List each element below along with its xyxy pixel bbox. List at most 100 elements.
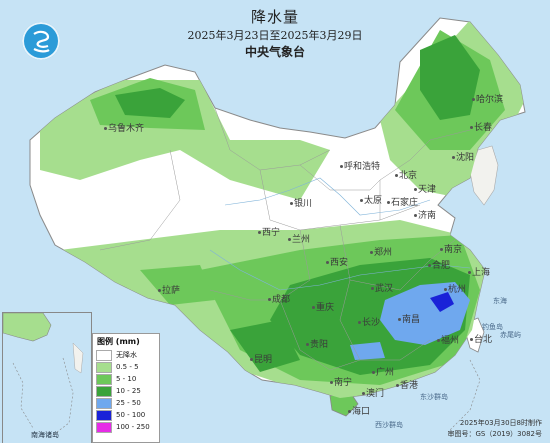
city-dot-icon: [330, 381, 333, 384]
city-dot-icon: [437, 339, 440, 342]
legend-item: 25 - 50: [93, 397, 159, 409]
city-taiyuan: 太原: [360, 193, 382, 206]
city-shijiazhuang: 石家庄: [387, 195, 418, 208]
city-dot-icon: [387, 201, 390, 204]
sea-label-dongsha: 东沙群岛: [420, 393, 448, 401]
legend-label: 0.5 - 5: [116, 363, 139, 371]
legend-label: 5 - 10: [116, 375, 137, 383]
city-dot-icon: [370, 251, 373, 254]
city-taipei: 台北: [470, 332, 492, 345]
city-hongkong: 香港: [396, 378, 418, 391]
sea-label-east-china-sea: 东海: [493, 297, 507, 305]
legend-swatch: [96, 349, 112, 361]
city-jinan: 济南: [414, 208, 436, 221]
legend-swatch: [96, 409, 112, 421]
city-shanghai: 上海: [468, 265, 490, 278]
city-dot-icon: [312, 306, 315, 309]
city-hangzhou: 杭州: [444, 282, 466, 295]
city-dot-icon: [372, 371, 375, 374]
city-wuhan: 武汉: [371, 281, 393, 294]
city-hefei: 合肥: [428, 258, 450, 271]
inset-label: 南海诸岛: [31, 431, 59, 439]
legend-item: 无降水: [93, 349, 159, 361]
city-dot-icon: [340, 165, 343, 168]
city-lanzhou: 兰州: [288, 232, 310, 245]
city-dot-icon: [360, 199, 363, 202]
rivers: [209, 177, 471, 291]
legend-label: 无降水: [116, 351, 137, 359]
city-dot-icon: [358, 321, 361, 324]
city-macau: 澳门: [362, 386, 384, 399]
south-china-sea-inset: 南海诸岛: [2, 312, 92, 443]
legend-swatch: [96, 385, 112, 397]
city-shenyang: 沈阳: [452, 150, 474, 163]
legend-label: 10 - 25: [116, 387, 141, 395]
city-dot-icon: [452, 156, 455, 159]
city-urumqi: 乌鲁木齐: [104, 121, 144, 134]
cma-logo-icon: [22, 22, 60, 60]
city-dot-icon: [470, 126, 473, 129]
city-chengdu: 成都: [268, 292, 290, 305]
city-beijing: 北京: [395, 168, 417, 181]
sea-label-xisha: 西沙群岛: [375, 421, 403, 429]
city-dot-icon: [470, 338, 473, 341]
city-nanjing: 南京: [440, 242, 462, 255]
city-dot-icon: [398, 318, 401, 321]
city-yinchuan: 银川: [290, 196, 312, 209]
legend: 图例 (mm) 无降水 0.5 - 5 5 - 10 10 - 25 25 - …: [92, 333, 160, 443]
map-title: 降水量: [250, 8, 299, 26]
city-changchun: 长春: [470, 120, 492, 133]
sea-label-diaoyu: 钓鱼岛: [482, 323, 503, 331]
legend-label: 25 - 50: [116, 399, 141, 407]
city-dot-icon: [396, 384, 399, 387]
city-dot-icon: [258, 231, 261, 234]
logo-swirl-icon: [33, 30, 50, 53]
city-dot-icon: [268, 298, 271, 301]
city-guangzhou: 广州: [372, 365, 394, 378]
city-fuzhou: 福州: [437, 333, 459, 346]
city-dot-icon: [288, 238, 291, 241]
legend-item: 5 - 10: [93, 373, 159, 385]
city-dot-icon: [414, 188, 417, 191]
legend-swatch: [96, 373, 112, 385]
produced-time: 2025年03月30日8时制作: [459, 419, 542, 427]
sea-label-chiwei: 赤尾屿: [500, 331, 521, 339]
legend-item: 50 - 100: [93, 409, 159, 421]
city-guiyang: 贵阳: [306, 337, 328, 350]
city-dot-icon: [362, 392, 365, 395]
city-chongqing: 重庆: [312, 300, 334, 313]
city-tianjin: 天津: [414, 182, 436, 195]
legend-title: 图例 (mm): [97, 337, 140, 346]
legend-swatch: [96, 397, 112, 409]
city-dot-icon: [444, 288, 447, 291]
city-nanning: 南宁: [330, 375, 352, 388]
city-dot-icon: [348, 410, 351, 413]
inset-map-svg: [2, 312, 84, 436]
city-dot-icon: [326, 261, 329, 264]
city-dot-icon: [414, 214, 417, 217]
city-dot-icon: [428, 264, 431, 267]
legend-label: 50 - 100: [116, 411, 146, 419]
legend-item: 0.5 - 5: [93, 361, 159, 373]
city-hohhot: 呼和浩特: [340, 159, 380, 172]
city-lhasa: 拉萨: [158, 283, 180, 296]
city-dot-icon: [290, 202, 293, 205]
city-dot-icon: [306, 343, 309, 346]
city-nanchang: 南昌: [398, 312, 420, 325]
agency-name: 中央气象台: [244, 45, 305, 59]
sea-boundary: [449, 359, 481, 431]
city-xian: 西安: [326, 255, 348, 268]
city-changsha: 长沙: [358, 315, 380, 328]
city-dot-icon: [371, 287, 374, 290]
legend-label: 100 - 250: [116, 423, 150, 431]
city-xining: 西宁: [258, 225, 280, 238]
province-borders: [99, 107, 471, 371]
legend-item: 10 - 25: [93, 385, 159, 397]
city-zhengzhou: 郑州: [370, 245, 392, 258]
city-dot-icon: [440, 248, 443, 251]
city-dot-icon: [158, 289, 161, 292]
city-haikou: 海口: [348, 404, 370, 417]
city-dot-icon: [468, 271, 471, 274]
